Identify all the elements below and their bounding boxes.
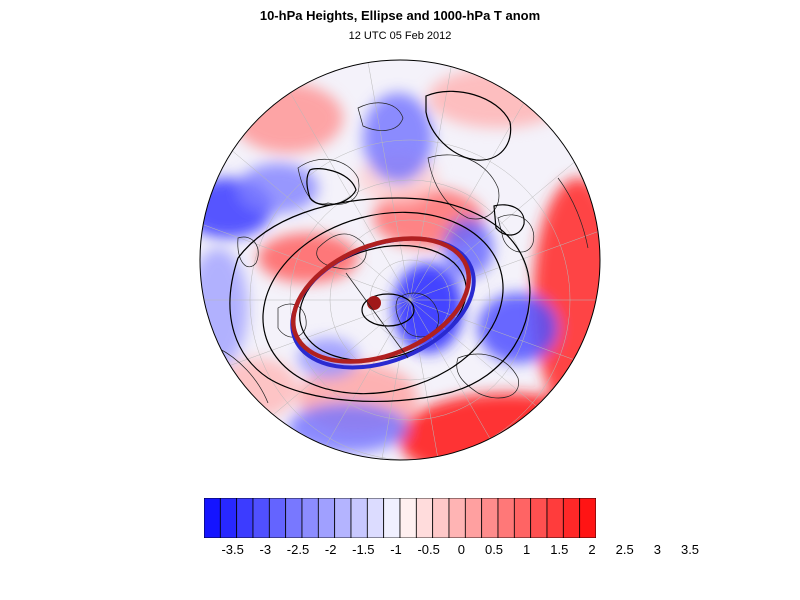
colorbar-swatch: [317, 498, 336, 538]
colorbar-swatch: [530, 498, 548, 538]
colorbar-tick-label: 1: [523, 542, 531, 557]
colorbar-swatch: [562, 498, 581, 538]
colorbar-swatch: [204, 498, 221, 538]
colorbar-swatch: [546, 498, 564, 538]
colorbar-tick-label: -2.5: [286, 542, 310, 557]
temperature-anomaly-field: [200, 68, 600, 460]
colorbar-tick-label: 2: [588, 542, 596, 557]
colorbar-tick-label: -1.5: [352, 542, 375, 557]
vortex-ellipse-red: [290, 236, 472, 364]
colorbar-swatch: [219, 498, 238, 538]
colorbar-swatch: [366, 498, 385, 538]
vortex-center-marker: [367, 296, 381, 310]
colorbar-labels: -3.5 -3 -2.5 -2 -1.5 -1 -0.5 0 0.5 1 1.5 2 2.5 3 3.5: [0, 542, 800, 562]
chart-subtitle: 12 UTC 05 Feb 2012: [348, 30, 452, 42]
colorbar-swatch: [383, 498, 401, 538]
map-border: [199, 59, 601, 461]
colorbar-tick-label: -3.5: [221, 542, 244, 557]
polar-map: [199, 59, 601, 461]
colorbar-swatch: [252, 498, 270, 538]
colorbar-swatch: [513, 498, 532, 538]
colorbar-tick-label: -2: [324, 542, 337, 557]
colorbar-swatch: [285, 498, 303, 538]
colorbar-swatch: [350, 498, 368, 538]
colorbar-tick-label: 0.5: [484, 542, 504, 557]
colorbar-tick-label: -1: [390, 542, 402, 557]
vortex-ellipse: [290, 236, 476, 370]
colorbar-tick-label: -3: [259, 542, 272, 557]
colorbar-tick-label: 2.5: [615, 542, 634, 557]
colorbar-swatch: [334, 498, 352, 538]
colorbar-swatch: [448, 498, 466, 538]
colorbar-swatch: [236, 498, 254, 538]
colorbar-tick-label: 3.5: [680, 542, 700, 557]
colorbar: [204, 498, 596, 538]
colorbar-tick-label: -0.5: [417, 542, 440, 557]
ellipse-axis: [345, 272, 409, 359]
colorbar-tick-label: 0: [457, 542, 465, 557]
colorbar-swatch: [415, 498, 434, 538]
colorbar-swatch: [432, 498, 450, 538]
colorbar-tick-label: 3: [653, 542, 661, 557]
colorbar-swatch: [464, 498, 483, 538]
colorbar-tick-label: 1.5: [550, 542, 569, 557]
colorbar-swatch: [579, 498, 596, 538]
chart-title: 10-hPa Heights, Ellipse and 1000-hPa T a…: [259, 8, 541, 23]
colorbar-swatch: [268, 498, 287, 538]
colorbar-swatch: [481, 498, 499, 538]
colorbar-swatch: [399, 498, 417, 538]
colorbar-swatch: [301, 498, 319, 538]
colorbar-swatch: [497, 498, 515, 538]
